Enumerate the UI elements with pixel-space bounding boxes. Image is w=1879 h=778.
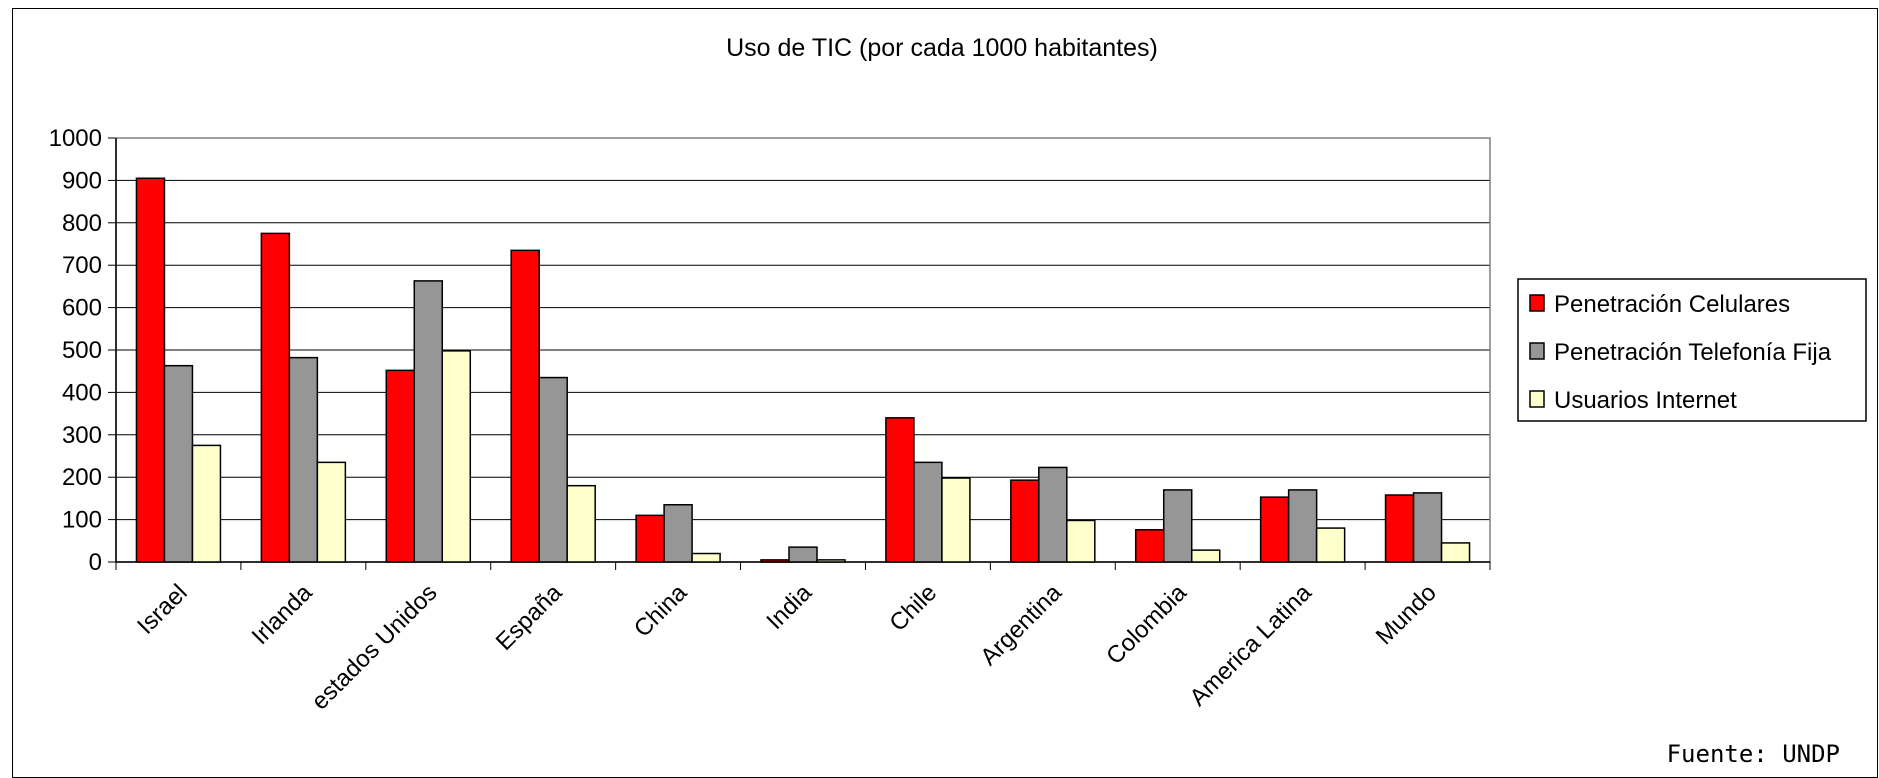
bar bbox=[385, 369, 416, 563]
y-tick-label: 400 bbox=[62, 379, 102, 406]
legend-label: Penetración Celulares bbox=[1554, 291, 1790, 318]
x-category-label: estados Unidos bbox=[306, 579, 442, 715]
bar bbox=[1315, 527, 1346, 563]
plot-area: 0 100 200 300 400 500 600 700 800 900 1000 Israel Ir… bbox=[49, 125, 1491, 715]
x-category-label: America Latina bbox=[1185, 579, 1318, 712]
y-tick-label: 500 bbox=[62, 337, 102, 364]
bar bbox=[316, 461, 347, 563]
x-category-label: Irlanda bbox=[247, 579, 318, 650]
x-category-label: Israel bbox=[132, 579, 193, 640]
y-tick-label: 700 bbox=[62, 252, 102, 279]
y-tick-label: 100 bbox=[62, 507, 102, 534]
bar bbox=[1384, 494, 1415, 563]
bar bbox=[788, 546, 818, 563]
bar bbox=[760, 559, 790, 563]
bar bbox=[1190, 549, 1221, 563]
y-tick-label: 800 bbox=[62, 210, 102, 237]
bar bbox=[691, 552, 721, 563]
legend-swatch bbox=[1529, 342, 1545, 360]
x-category-label: Mundo bbox=[1371, 579, 1442, 650]
x-category-label: Chile bbox=[884, 579, 942, 637]
legend-swatch bbox=[1529, 294, 1545, 312]
bar bbox=[288, 356, 319, 563]
legend-swatch bbox=[1529, 390, 1545, 408]
bar bbox=[663, 504, 693, 563]
legend: Penetración Celulares Penetración Telefon… bbox=[1517, 278, 1867, 422]
bar bbox=[913, 461, 943, 563]
x-category-label: España bbox=[491, 579, 568, 656]
legend-label: Penetración Telefonía Fija bbox=[1554, 339, 1832, 366]
x-category-label: India bbox=[761, 579, 817, 635]
x-category-label: Colombia bbox=[1101, 579, 1192, 670]
y-tick-label: 900 bbox=[62, 167, 102, 194]
legend-label: Usuarios Internet bbox=[1554, 387, 1737, 414]
y-tick-label: 200 bbox=[62, 464, 102, 491]
bar bbox=[1440, 542, 1471, 563]
bar bbox=[441, 350, 472, 563]
bar bbox=[1134, 529, 1165, 563]
bar bbox=[538, 376, 568, 563]
bar bbox=[163, 364, 194, 563]
bar bbox=[941, 477, 971, 563]
bar bbox=[1287, 489, 1318, 563]
bar bbox=[510, 249, 540, 563]
bar bbox=[1259, 496, 1290, 563]
bar bbox=[1010, 479, 1040, 563]
legend-box bbox=[1517, 278, 1867, 422]
source-note: Fuente: UNDP bbox=[1667, 740, 1840, 768]
bar bbox=[816, 559, 846, 563]
y-tick-label: 300 bbox=[62, 422, 102, 449]
bar bbox=[1066, 519, 1096, 563]
y-tick-label: 600 bbox=[62, 295, 102, 322]
bar bbox=[260, 232, 291, 563]
bar bbox=[191, 444, 222, 563]
bar bbox=[635, 514, 665, 563]
y-tick-label: 1000 bbox=[49, 125, 102, 152]
bar bbox=[1162, 489, 1193, 563]
bar bbox=[135, 177, 166, 563]
x-category-label: China bbox=[629, 579, 693, 643]
chart-title: Uso de TIC (por cada 1000 habitantes) bbox=[726, 34, 1158, 62]
y-tick-label: 0 bbox=[89, 549, 102, 576]
x-category-label: Argentina bbox=[975, 579, 1067, 671]
bar bbox=[413, 280, 444, 563]
bar bbox=[885, 417, 915, 563]
bar bbox=[566, 484, 596, 563]
bar bbox=[1038, 466, 1068, 563]
bar bbox=[1412, 492, 1443, 563]
